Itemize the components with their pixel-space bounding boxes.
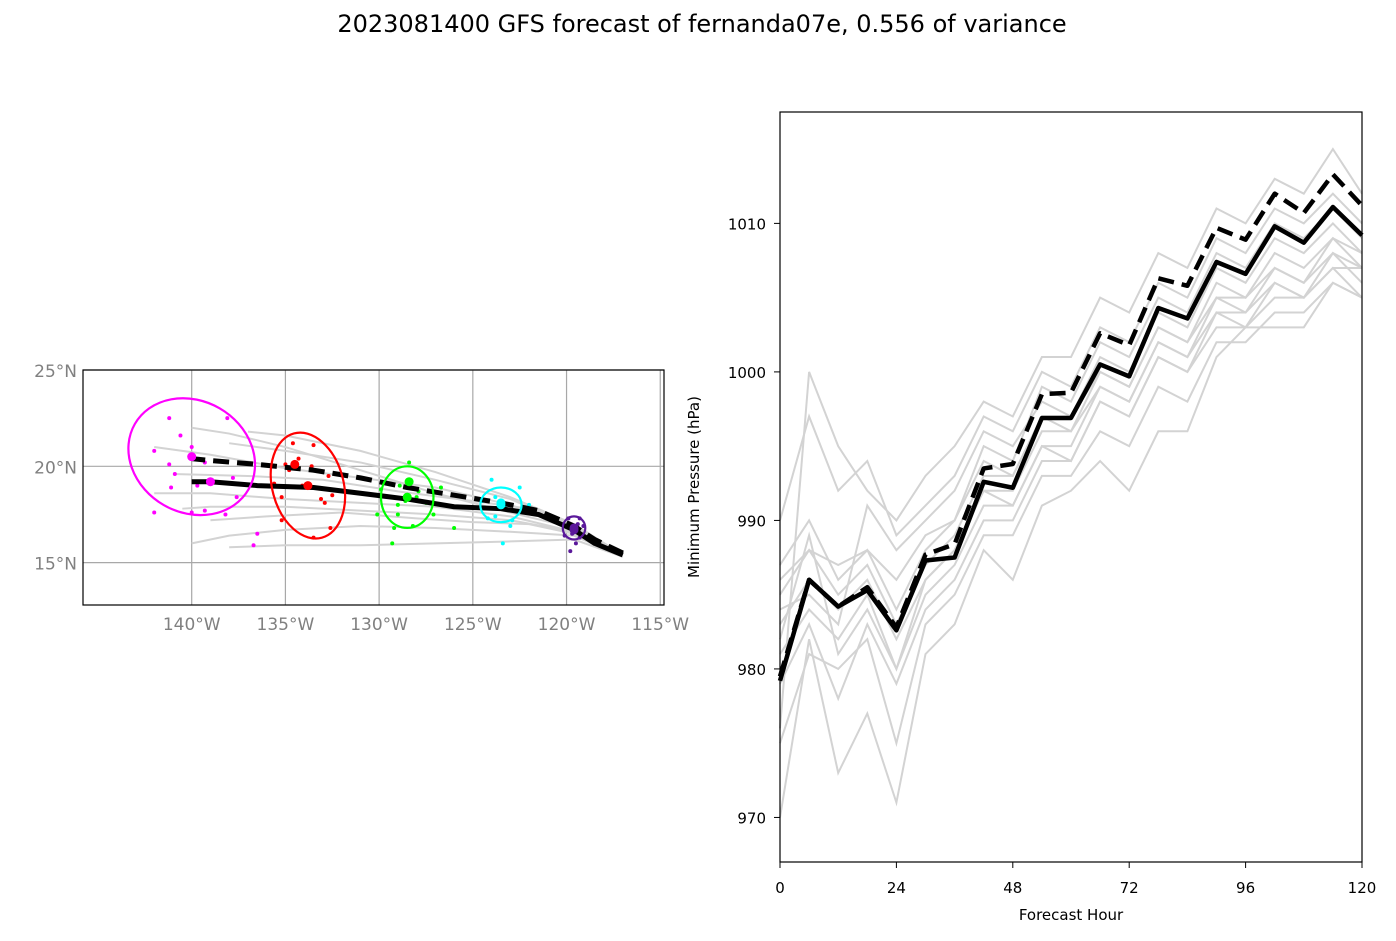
cluster-center-marker — [404, 477, 414, 487]
ensemble-position-dot — [279, 518, 284, 523]
map-lat-tick-label: 25°N — [34, 362, 77, 382]
ensemble-position-dot — [452, 525, 457, 530]
y-tick-label: 990 — [737, 512, 766, 530]
x-tick-label: 48 — [1003, 879, 1022, 897]
ensemble-position-dot — [234, 495, 239, 500]
ensemble-track-line — [229, 538, 624, 558]
ensemble-position-dot — [392, 525, 397, 530]
ensemble-position-dot — [489, 477, 494, 482]
cluster-center-marker — [205, 477, 215, 487]
ensemble-position-dot — [527, 502, 532, 507]
ensemble-position-dot — [330, 493, 335, 498]
ensemble-position-dot — [202, 508, 207, 513]
ensemble-pressure-line — [779, 251, 1363, 582]
ensemble-position-dot — [189, 445, 194, 450]
y-tick-label: 1010 — [728, 215, 766, 233]
ensemble-position-dot — [493, 495, 498, 500]
ensemble-position-dot — [573, 541, 578, 546]
ensemble-pressure-line — [779, 281, 1363, 748]
ensemble-position-dot — [508, 524, 513, 529]
ensemble-position-dot — [172, 472, 177, 477]
map-lat-tick-label: 15°N — [34, 555, 77, 575]
map-lat-tick-label: 20°N — [34, 458, 77, 478]
ensemble-position-dot — [309, 464, 314, 469]
cluster-center-marker — [303, 481, 313, 491]
ensemble-position-dot — [152, 510, 157, 515]
ensemble-position-dot — [397, 483, 402, 488]
ensemble-position-dot — [195, 483, 200, 488]
ensemble-position-dot — [152, 448, 157, 453]
ensemble-position-dot — [319, 497, 324, 502]
y-tick-label: 970 — [737, 809, 766, 827]
x-tick-label: 96 — [1236, 879, 1255, 897]
ensemble-position-dot — [223, 512, 228, 517]
pressure-panel: 0 24 48 72 96 120 970 980 990 1000 1010 Forecast Ho… — [685, 111, 1377, 924]
ensemble-position-dot — [390, 541, 395, 546]
ensemble-position-dot — [255, 531, 260, 536]
ensemble-pressure-line — [779, 266, 1363, 702]
uncertainty-ellipse — [379, 465, 435, 530]
cluster-center-marker — [569, 525, 579, 535]
ensemble-position-dot — [322, 500, 327, 505]
ensemble-position-dot — [296, 456, 301, 461]
map-lon-tick-label: 125°W — [444, 615, 502, 635]
y-tick-label: 1000 — [728, 364, 766, 382]
map-lon-tick-label: 115°W — [631, 615, 689, 635]
uncertainty-ellipse — [127, 397, 257, 517]
ensemble-position-dot — [178, 433, 183, 438]
ensemble-position-dot — [311, 443, 316, 448]
ensemble-pressure-line — [779, 147, 1363, 729]
ensemble-pressure-line — [779, 281, 1363, 818]
x-tick-label: 120 — [1348, 879, 1377, 897]
ensemble-position-dot — [169, 485, 174, 490]
ensemble-position-dot — [326, 473, 331, 478]
map-lon-tick-label: 130°W — [350, 615, 408, 635]
map-lon-tick-label: 140°W — [163, 615, 221, 635]
ensemble-pressure-line — [779, 192, 1363, 538]
x-tick-label: 24 — [887, 879, 906, 897]
ensemble-position-dot — [431, 512, 436, 517]
uncertainty-ellipse — [479, 486, 523, 524]
ensemble-position-dot — [279, 495, 284, 500]
map-frame — [82, 369, 665, 606]
ensemble-position-dot — [407, 460, 412, 465]
ensemble-position-dot — [328, 525, 333, 530]
ensemble-position-dot — [517, 485, 522, 490]
ensemble-pressure-line — [779, 266, 1362, 672]
track-map-panel: 140°W 135°W 130°W 125°W 120°W 115°W 25°N 20°N 15… — [34, 362, 689, 635]
uncertainty-ellipse — [561, 515, 587, 541]
ensemble-track-line — [210, 511, 624, 556]
cluster-center-marker — [402, 492, 412, 502]
cluster-center-marker — [290, 459, 300, 469]
ensemble-position-dot — [290, 441, 295, 446]
uncertainty-ellipse — [269, 431, 347, 540]
y-tick-label: 980 — [737, 661, 766, 679]
cluster-center-marker — [496, 498, 506, 508]
x-tick-label: 72 — [1120, 879, 1139, 897]
y-axis-label: Minimum Pressure (hPa) — [685, 396, 703, 578]
ensemble-position-dot — [395, 502, 400, 507]
ensemble-position-dot — [568, 549, 573, 554]
map-lon-tick-label: 120°W — [538, 615, 596, 635]
ensemble-pressure-line — [779, 251, 1363, 672]
ensemble-track-line — [154, 492, 624, 556]
ensemble-position-dot — [230, 475, 235, 480]
ensemble-position-dot — [225, 416, 230, 421]
x-axis-label: Forecast Hour — [1019, 906, 1124, 924]
ensemble-position-dot — [438, 485, 443, 490]
ensemble-position-dot — [500, 541, 505, 546]
pressure-frame — [779, 111, 1363, 863]
mean-pressure-dashed — [777, 172, 1364, 678]
ensemble-position-dot — [167, 462, 172, 467]
cluster-center-marker — [187, 452, 197, 462]
ensemble-position-dot — [251, 543, 256, 548]
figure-title: 2023081400 GFS forecast of fernanda07e, … — [337, 10, 1067, 38]
x-tick-label: 0 — [775, 879, 785, 897]
ensemble-position-dot — [375, 512, 380, 517]
map-lon-tick-label: 135°W — [257, 615, 315, 635]
ensemble-position-dot — [395, 512, 400, 517]
ensemble-position-dot — [493, 514, 498, 519]
ensemble-position-dot — [167, 416, 172, 421]
